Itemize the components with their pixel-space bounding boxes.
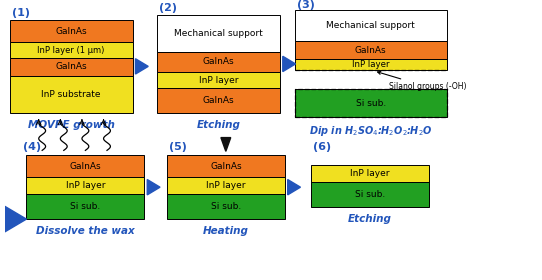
Bar xyxy=(157,15,280,52)
Polygon shape xyxy=(288,179,300,195)
Bar xyxy=(157,88,280,113)
Polygon shape xyxy=(147,179,160,195)
Text: Etching: Etching xyxy=(349,214,392,224)
Text: (4): (4) xyxy=(23,143,41,152)
Text: InP layer: InP layer xyxy=(199,76,238,85)
Text: InP substrate: InP substrate xyxy=(41,90,101,99)
Bar xyxy=(157,52,280,72)
Text: Mechanical support: Mechanical support xyxy=(174,29,263,38)
Bar xyxy=(294,41,447,59)
Bar xyxy=(294,90,447,117)
Bar xyxy=(311,165,429,182)
Text: InP layer (1 μm): InP layer (1 μm) xyxy=(37,46,105,55)
Text: GaInAs: GaInAs xyxy=(55,62,87,71)
Text: (6): (6) xyxy=(313,143,331,152)
Bar xyxy=(10,76,132,113)
Text: GaInAs: GaInAs xyxy=(355,46,386,55)
Polygon shape xyxy=(221,137,231,151)
Polygon shape xyxy=(283,56,295,72)
Bar xyxy=(167,193,285,219)
Text: InP layer: InP layer xyxy=(351,169,390,178)
Bar xyxy=(27,155,144,177)
Bar xyxy=(10,42,132,58)
Bar xyxy=(10,20,132,42)
Text: Si sub.: Si sub. xyxy=(355,190,385,199)
Text: (5): (5) xyxy=(169,143,187,152)
Text: Silanol groups (-OH): Silanol groups (-OH) xyxy=(378,71,467,92)
Text: Etching: Etching xyxy=(197,120,241,130)
Polygon shape xyxy=(136,59,148,74)
Bar xyxy=(157,72,280,88)
Text: InP layer: InP layer xyxy=(206,181,246,190)
Text: Dip in H$_2$SO$_4$:H$_2$O$_2$:H$_2$O: Dip in H$_2$SO$_4$:H$_2$O$_2$:H$_2$O xyxy=(309,124,433,138)
Bar xyxy=(311,182,429,207)
Bar xyxy=(27,177,144,193)
Text: GaInAs: GaInAs xyxy=(69,162,101,171)
Bar xyxy=(167,177,285,193)
Text: MOVPE growth: MOVPE growth xyxy=(28,120,114,130)
Bar xyxy=(294,90,447,117)
Text: GaInAs: GaInAs xyxy=(210,162,242,171)
Text: GaInAs: GaInAs xyxy=(203,57,234,66)
Text: (1): (1) xyxy=(12,8,30,18)
Bar xyxy=(27,193,144,219)
Bar xyxy=(294,59,447,70)
Bar xyxy=(167,155,285,177)
Text: (3): (3) xyxy=(296,0,314,10)
Text: Heating: Heating xyxy=(203,226,249,236)
Text: (2): (2) xyxy=(159,3,177,13)
Text: GaInAs: GaInAs xyxy=(203,96,234,105)
Text: InP layer: InP layer xyxy=(352,60,390,69)
Text: Si sub.: Si sub. xyxy=(211,202,241,211)
Text: Dissolve the wax: Dissolve the wax xyxy=(36,226,135,236)
Bar xyxy=(294,10,447,41)
Text: Mechanical support: Mechanical support xyxy=(326,21,415,30)
Text: Si sub.: Si sub. xyxy=(356,99,386,108)
Text: GaInAs: GaInAs xyxy=(55,27,87,36)
Text: InP layer: InP layer xyxy=(66,181,105,190)
Bar xyxy=(10,58,132,76)
Text: Si sub.: Si sub. xyxy=(70,202,100,211)
Polygon shape xyxy=(5,206,27,232)
